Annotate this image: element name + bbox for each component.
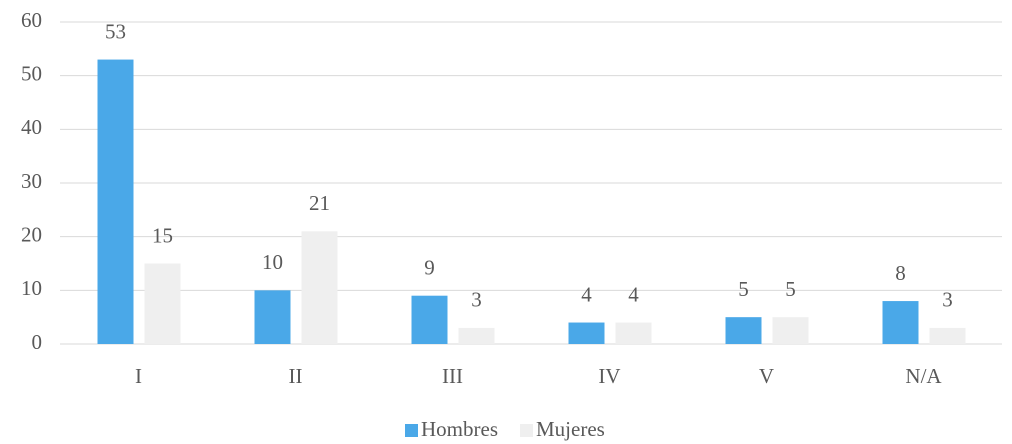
bar [301,231,338,344]
bar [254,290,291,344]
data-label: 3 [471,288,482,312]
legend-swatch [405,424,418,437]
bar [568,322,605,344]
y-tick-label: 10 [21,276,42,300]
legend-label: Hombres [421,417,498,441]
y-tick-label: 20 [21,222,42,246]
y-tick-label: 40 [21,115,42,139]
data-label: 3 [942,288,953,312]
x-tick-label: III [442,364,463,388]
y-tick-label: 60 [21,8,42,32]
data-label: 10 [262,250,283,274]
bar [725,317,762,344]
data-label: 9 [424,256,435,280]
data-label: 4 [628,282,639,306]
x-tick-label: V [759,364,774,388]
bar [929,327,966,344]
x-tick-label: N/A [905,364,942,388]
data-label: 15 [152,223,173,247]
legend-label: Mujeres [536,417,605,441]
y-tick-label: 0 [32,330,43,354]
x-tick-label: I [135,364,142,388]
bar [615,322,652,344]
y-tick-label: 50 [21,61,42,85]
x-tick-label: IV [598,364,620,388]
y-tick-label: 30 [21,169,42,193]
bar [144,263,181,344]
data-label: 8 [895,261,906,285]
data-label: 5 [785,277,796,301]
bar [882,301,919,344]
data-label: 21 [309,191,330,215]
bar [97,59,134,345]
bar [458,327,495,344]
data-label: 4 [581,282,592,306]
data-label: 53 [105,19,126,43]
x-tick-label: II [289,364,303,388]
data-label: 5 [738,277,749,301]
bar [411,295,448,344]
bar [772,317,809,344]
legend-swatch [520,424,533,437]
